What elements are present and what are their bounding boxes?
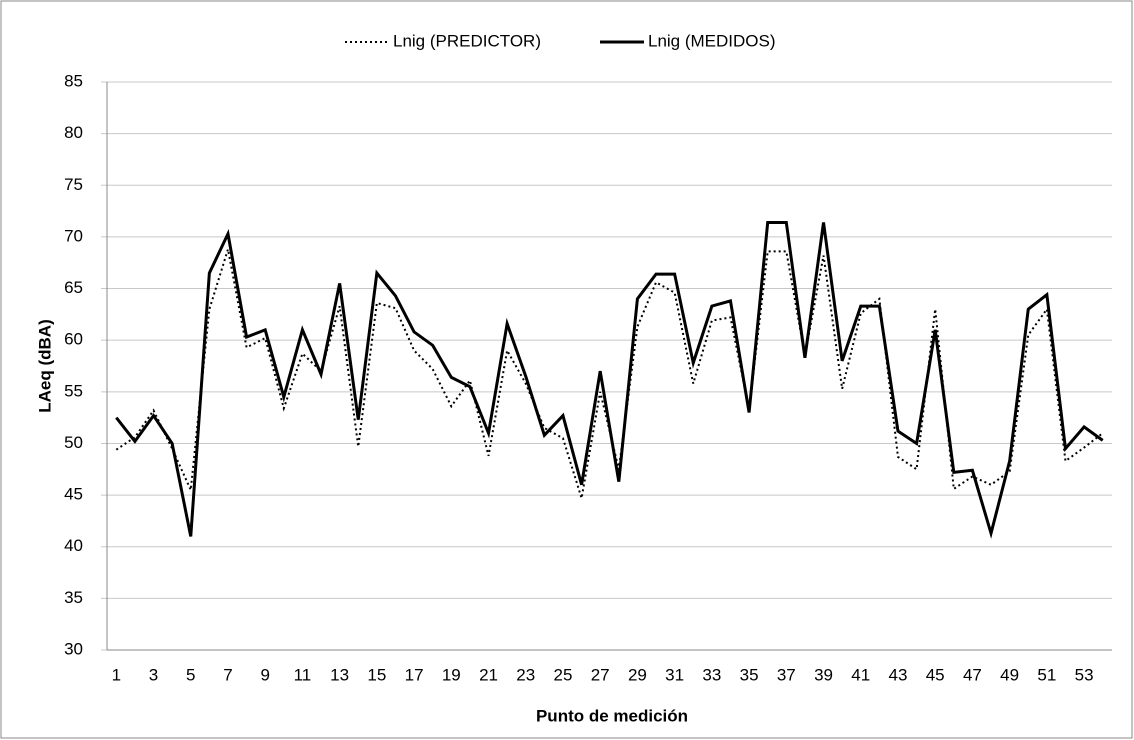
y-tick-label: 45 (64, 485, 83, 504)
y-tick-label: 60 (64, 330, 83, 349)
x-tick-label: 45 (926, 665, 945, 684)
x-tick-label: 1 (112, 665, 121, 684)
x-tick-label: 29 (628, 665, 647, 684)
x-tick-label: 9 (260, 665, 269, 684)
y-tick-label: 65 (64, 278, 83, 297)
y-tick-label: 75 (64, 175, 83, 194)
y-tick-label: 55 (64, 381, 83, 400)
y-tick-label: 85 (64, 71, 83, 90)
x-tick-label: 27 (591, 665, 610, 684)
x-tick-label: 33 (702, 665, 721, 684)
y-tick-label: 35 (64, 588, 83, 607)
x-tick-label: 17 (405, 665, 424, 684)
x-tick-label: 43 (889, 665, 908, 684)
x-tick-label: 21 (479, 665, 498, 684)
y-axis-title: LAeq (dBA) (35, 319, 54, 412)
x-tick-label: 47 (963, 665, 982, 684)
x-tick-label: 49 (1000, 665, 1019, 684)
x-tick-label: 37 (777, 665, 796, 684)
x-tick-label: 11 (294, 665, 312, 684)
x-tick-label: 39 (814, 665, 833, 684)
x-tick-label: 15 (367, 665, 386, 684)
x-tick-label: 35 (740, 665, 759, 684)
x-tick-label: 5 (186, 665, 195, 684)
x-tick-label: 31 (665, 665, 684, 684)
x-tick-label: 51 (1037, 665, 1056, 684)
x-tick-label: 53 (1075, 665, 1094, 684)
y-tick-label: 80 (64, 123, 83, 142)
x-tick-label: 3 (149, 665, 158, 684)
y-tick-label: 70 (64, 226, 83, 245)
x-tick-label: 41 (851, 665, 870, 684)
x-tick-label: 25 (554, 665, 573, 684)
y-tick-label: 30 (64, 639, 83, 658)
x-tick-label: 13 (330, 665, 349, 684)
x-tick-label: 23 (516, 665, 535, 684)
y-tick-label: 40 (64, 536, 83, 555)
series-line (115, 220, 1104, 539)
x-tick-label: 7 (223, 665, 232, 684)
legend-label: Lnig (PREDICTOR) (393, 31, 541, 50)
legend-label: Lnig (MEDIDOS) (648, 31, 776, 50)
y-tick-label: 50 (64, 433, 83, 452)
x-axis-title: Punto de medición (536, 706, 688, 725)
x-tick-label: 19 (442, 665, 461, 684)
